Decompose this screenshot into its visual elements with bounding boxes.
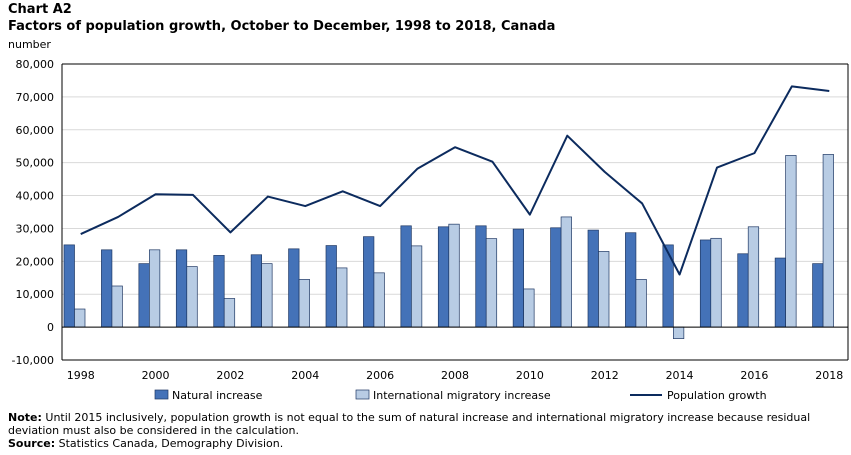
- international-migratory-increase-bar: [149, 249, 161, 328]
- x-tick-label: 2014: [666, 369, 694, 382]
- chart-label: Chart A2: [8, 2, 72, 17]
- chart-canvas: -10,000 0 10,000 20,000 30,000 40,000 50,000 60…: [12, 58, 849, 402]
- international-migratory-increase-bar: [74, 308, 86, 328]
- legend-population-growth-label: Population growth: [667, 389, 767, 402]
- international-migratory-increase-bar: [373, 272, 385, 328]
- international-migratory-increase-bar: [336, 267, 348, 328]
- natural-increase-bar: [737, 253, 749, 328]
- international-migratory-increase-bar: [223, 298, 236, 328]
- x-tick-label: 2008: [441, 369, 469, 382]
- international-migratory-increase-bar: [448, 223, 460, 328]
- natural-increase-bar: [288, 248, 300, 328]
- y-tick-label: 20,000: [16, 255, 55, 268]
- y-tick-label: 50,000: [16, 157, 55, 170]
- x-tick-label: 2012: [591, 369, 619, 382]
- natural-increase-bar: [625, 232, 637, 328]
- natural-increase-bar: [475, 225, 487, 328]
- y-tick-label: -10,000: [12, 354, 54, 367]
- natural-increase-bar: [774, 257, 786, 328]
- international-migratory-increase-bar: [747, 226, 760, 328]
- international-migratory-increase-bar: [186, 266, 198, 328]
- chart-title: Factors of population growth, October to…: [8, 19, 556, 34]
- x-tick-label: 2002: [216, 369, 244, 382]
- chart-notes: Note: Until 2015 inclusively, population…: [8, 411, 838, 450]
- x-tick-label: 2006: [366, 369, 394, 382]
- axes: -10,000 0 10,000 20,000 30,000 40,000 50,000 60…: [12, 58, 849, 382]
- source-label: Source:: [8, 437, 56, 450]
- international-migratory-increase-bar: [111, 285, 123, 328]
- x-tick-label: 2004: [291, 369, 319, 382]
- y-tick-label: 60,000: [16, 124, 55, 137]
- natural-increase-bar: [587, 229, 599, 328]
- x-tick-label: 2010: [516, 369, 544, 382]
- y-tick-label: 70,000: [16, 91, 55, 104]
- international-migratory-increase-bar: [485, 238, 498, 328]
- natural-increase-bar: [325, 245, 337, 328]
- legend-international-migratory-swatch: [355, 389, 370, 400]
- international-migratory-increase-bar: [635, 279, 647, 328]
- note-text: Until 2015 inclusively, population growt…: [8, 411, 811, 437]
- natural-increase-bar: [138, 263, 150, 328]
- international-migratory-increase-bar: [560, 216, 572, 328]
- legend-international-migratory-label: International migratory increase: [373, 389, 551, 402]
- x-tick-label: 2016: [740, 369, 768, 382]
- legend-natural-increase-label: Natural increase: [172, 389, 263, 402]
- y-tick-label: 0: [47, 321, 54, 334]
- x-tick-label: 2000: [142, 369, 170, 382]
- international-migratory-increase-bar: [298, 279, 310, 328]
- legend: Natural increase International migratory …: [154, 389, 767, 402]
- international-migratory-increase-bar: [673, 326, 685, 339]
- natural-increase-bar: [213, 255, 225, 328]
- international-migratory-increase-bar: [261, 263, 273, 328]
- population-growth-line: [80, 85, 830, 276]
- international-migratory-increase-bar: [598, 251, 610, 328]
- legend-natural-increase-swatch: [154, 389, 169, 400]
- international-migratory-increase-bar: [785, 155, 797, 328]
- source-line: Source: Statistics Canada, Demography Di…: [8, 437, 838, 450]
- natural-increase-bar: [400, 225, 412, 328]
- y-tick-label: 40,000: [16, 190, 55, 203]
- x-tick-label: 1998: [67, 369, 95, 382]
- note-label: Note:: [8, 411, 42, 424]
- population-growth-line-layer: [80, 85, 830, 276]
- note-line: Note: Until 2015 inclusively, population…: [8, 411, 838, 437]
- natural-increase-bar: [437, 226, 450, 328]
- natural-increase-bar: [662, 244, 674, 328]
- natural-increase-bar: [363, 236, 375, 328]
- y-tick-label: 30,000: [16, 222, 55, 235]
- international-migratory-increase-bar: [523, 288, 535, 328]
- source-text: Statistics Canada, Demography Division.: [55, 437, 284, 450]
- natural-increase-bar: [175, 249, 188, 328]
- natural-increase-bar: [812, 263, 824, 328]
- international-migratory-increase-bar: [710, 237, 722, 328]
- natural-increase-bar: [250, 254, 262, 328]
- x-tick-label: 2018: [815, 369, 843, 382]
- natural-increase-bar: [699, 239, 712, 328]
- bars: [63, 154, 834, 339]
- y-tick-label: 80,000: [16, 58, 55, 71]
- natural-increase-bar: [512, 228, 524, 328]
- natural-increase-bar: [63, 244, 75, 328]
- natural-increase-bar: [550, 227, 562, 328]
- international-migratory-increase-bar: [822, 154, 834, 328]
- international-migratory-increase-bar: [411, 245, 423, 328]
- y-tick-label: 10,000: [16, 288, 55, 301]
- y-unit-label: number: [8, 38, 51, 51]
- natural-increase-bar: [101, 249, 113, 328]
